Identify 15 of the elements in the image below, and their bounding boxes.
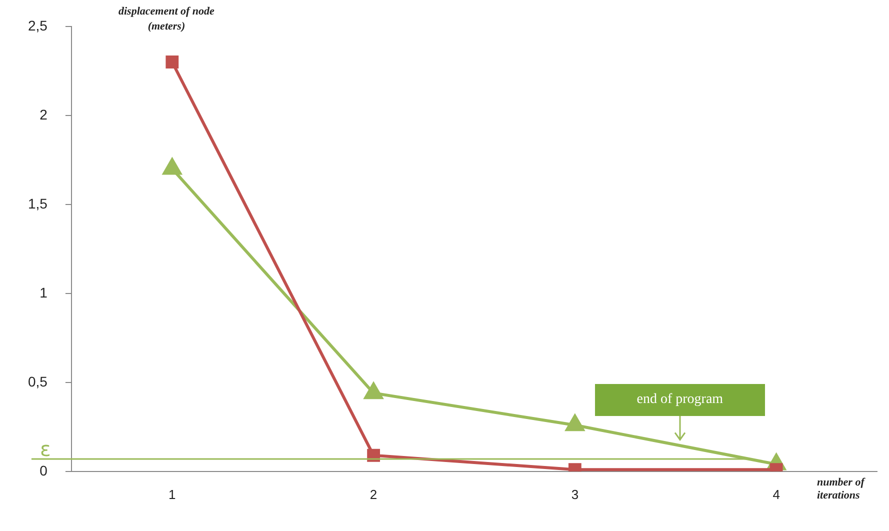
- x-axis-title: number of iterations: [817, 476, 866, 502]
- y-tick-label: 2: [40, 106, 48, 122]
- x-tick-label: 2: [370, 486, 378, 502]
- ref-line-label: ε: [40, 437, 51, 462]
- annotation: end of program: [636, 392, 724, 408]
- y-axis-title: displacement of node (meters): [118, 5, 215, 32]
- y-tick-label: 2,5: [28, 17, 48, 34]
- y-tick-label: 1,5: [28, 195, 48, 212]
- x-tick-label: 4: [772, 486, 780, 502]
- y-tick-label: 1: [40, 284, 48, 300]
- y-tick-label: 0,5: [28, 373, 48, 390]
- callout-box: end of program: [594, 384, 765, 416]
- x-tick-label: 3: [571, 486, 579, 502]
- y-tick-label: 0: [40, 462, 48, 478]
- x-tick-label: 1: [168, 486, 176, 502]
